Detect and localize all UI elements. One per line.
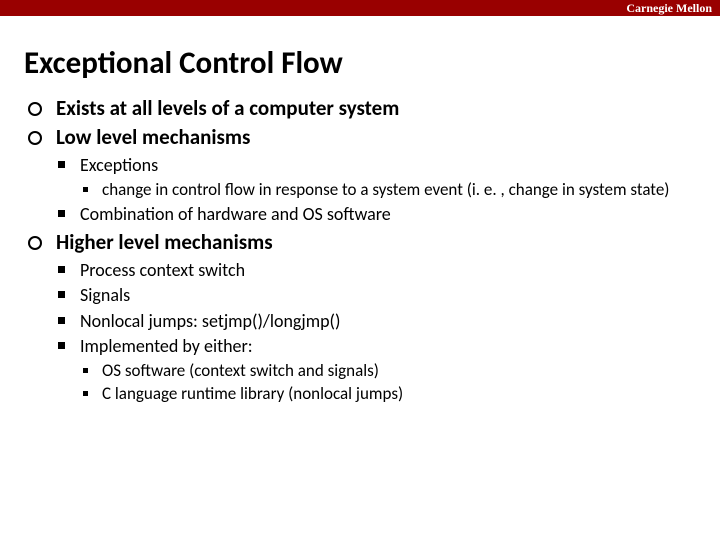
- list-item: Exceptions change in control flow in res…: [56, 154, 696, 200]
- bullet-text: Combination of hardware and OS software: [80, 203, 391, 225]
- sub-list: Process context switch Signals Nonlocal …: [56, 259, 696, 405]
- banner-text: Carnegie Mellon: [626, 0, 712, 16]
- list-item: Implemented by either: OS software (cont…: [56, 335, 696, 404]
- list-item: Exists at all levels of a computer syste…: [24, 96, 696, 121]
- list-item: OS software (context switch and signals): [80, 360, 696, 381]
- slide-title: Exceptional Control Flow: [24, 44, 720, 82]
- bullet-text: Nonlocal jumps: setjmp()/longjmp(): [80, 310, 340, 332]
- sub-sub-list: change in control flow in response to a …: [80, 179, 696, 200]
- bullet-text: Implemented by either:: [80, 335, 253, 357]
- sub-sub-list: OS software (context switch and signals)…: [80, 360, 696, 405]
- sub-list: Exceptions change in control flow in res…: [56, 154, 696, 225]
- bullet-text: Low level mechanisms: [56, 124, 250, 150]
- list-item: Signals: [56, 284, 696, 307]
- list-item: Process context switch: [56, 259, 696, 282]
- bullet-text: C language runtime library (nonlocal jum…: [102, 383, 403, 404]
- list-item: Low level mechanisms Exceptions change i…: [24, 125, 696, 225]
- list-item: Nonlocal jumps: setjmp()/longjmp(): [56, 310, 696, 333]
- bullet-text: change in control flow in response to a …: [102, 179, 669, 200]
- bullet-text: Process context switch: [80, 259, 245, 281]
- header-banner: Carnegie Mellon: [0, 0, 720, 16]
- bullet-text: OS software (context switch and signals): [102, 360, 379, 381]
- list-item: C language runtime library (nonlocal jum…: [80, 383, 696, 404]
- bullet-text: Signals: [80, 284, 130, 306]
- list-item: Combination of hardware and OS software: [56, 203, 696, 226]
- list-item: change in control flow in response to a …: [80, 179, 696, 200]
- bullet-list: Exists at all levels of a computer syste…: [24, 96, 696, 404]
- bullet-text: Exists at all levels of a computer syste…: [56, 95, 399, 121]
- bullet-text: Higher level mechanisms: [56, 229, 273, 255]
- banner-spacer: [0, 16, 720, 40]
- bullet-text: Exceptions: [80, 154, 158, 176]
- list-item: Higher level mechanisms Process context …: [24, 230, 696, 405]
